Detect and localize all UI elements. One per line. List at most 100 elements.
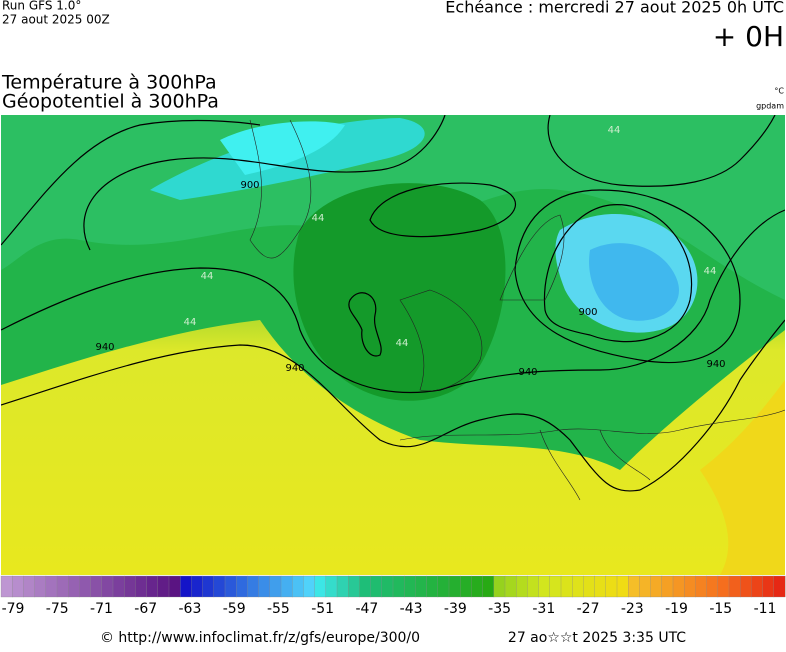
color-swatch (236, 575, 248, 598)
scale-label: -43 (400, 601, 423, 617)
contour (369, 182, 517, 238)
color-swatch (740, 575, 752, 598)
color-swatch (628, 575, 640, 598)
field-warm (700, 380, 785, 575)
color-swatch (280, 575, 293, 598)
color-swatch (247, 575, 260, 598)
scale-label: -31 (532, 601, 555, 617)
color-swatch (560, 575, 573, 598)
color-swatch (616, 575, 629, 598)
color-swatch (650, 575, 663, 598)
color-swatch (381, 575, 394, 598)
color-swatch (762, 575, 775, 598)
scale-label: -27 (577, 601, 600, 617)
contour-label: 44 (396, 338, 409, 349)
color-swatch (370, 575, 383, 598)
footer-generated: 27 ao☆☆t 2025 3:35 UTC (508, 630, 686, 646)
color-swatch (538, 575, 551, 598)
color-swatch (314, 575, 327, 598)
color-swatch (594, 575, 607, 598)
scale-label: -55 (267, 601, 290, 617)
color-swatch (706, 575, 719, 598)
echeance: Echéance : mercredi 27 aout 2025 0h UTC (445, 0, 784, 17)
color-swatch (56, 575, 69, 598)
coastline (399, 409, 785, 441)
scale-label: -63 (179, 601, 202, 617)
field-dark (293, 183, 506, 401)
run-date: 27 aout 2025 00Z (2, 13, 110, 27)
lead-time: + 0H (713, 20, 784, 53)
color-swatch (773, 575, 786, 598)
color-swatch (728, 575, 741, 598)
scale-label: -35 (488, 601, 511, 617)
color-swatch (460, 575, 472, 598)
color-swatch (101, 575, 114, 598)
color-swatch (202, 575, 215, 598)
contour (1, 119, 261, 246)
run-label: Run GFS 1.0° (2, 0, 81, 13)
color-swatch (79, 575, 92, 598)
color-swatch (527, 575, 540, 598)
scale-label: -23 (621, 601, 644, 617)
color-swatch (605, 575, 618, 598)
color-swatch (695, 575, 708, 598)
color-swatch (336, 575, 349, 598)
color-swatch (112, 575, 125, 598)
scale-label: -79 (2, 601, 25, 617)
contour-label: 940 (95, 342, 114, 353)
colorbar: -79 -75 -71 -67 -63 -59 -55 -51 -47 -43 -39 -35 -31 -… (0, 575, 786, 617)
color-swatch (516, 575, 528, 598)
color-swatch (392, 575, 405, 598)
scale-label: -59 (223, 601, 246, 617)
coastline (499, 214, 565, 301)
color-swatch (0, 575, 13, 598)
contour-label: 44 (704, 266, 717, 277)
color-swatch (34, 575, 47, 598)
color-swatch (12, 575, 24, 598)
color-swatch (45, 575, 58, 598)
contour (83, 115, 446, 251)
color-swatch (549, 575, 562, 598)
contour-label: 900 (578, 307, 597, 318)
color-swatch (90, 575, 103, 598)
contour (547, 115, 776, 187)
scale-label: -47 (355, 601, 378, 617)
footer-source: © http://www.infoclimat.fr/z/gfs/europe/… (100, 630, 420, 646)
color-swatch (292, 575, 304, 598)
coastline (399, 289, 483, 392)
scale-label: -19 (665, 601, 688, 617)
scale-label: -51 (311, 601, 334, 617)
color-swatch (448, 575, 461, 598)
color-swatch (572, 575, 584, 598)
field-yellow (1, 320, 785, 575)
contour-label: 44 (608, 125, 621, 136)
scale-label: -39 (444, 601, 467, 617)
color-swatch (661, 575, 674, 598)
color-swatch (269, 575, 282, 598)
map: 900 940 940 940 940 900 44 44 44 44 44 44 (1, 115, 785, 575)
color-swatch (258, 575, 271, 598)
color-swatch (124, 575, 136, 598)
color-swatch (303, 575, 316, 598)
color-swatch (751, 575, 764, 598)
coastline (249, 119, 312, 259)
scale-label: -11 (754, 601, 777, 617)
contour-label: 940 (285, 363, 304, 374)
color-swatch (146, 575, 159, 598)
color-swatch (325, 575, 338, 598)
contour-label: 900 (240, 180, 259, 191)
color-swatch (504, 575, 517, 598)
color-swatch (180, 575, 192, 598)
unit-geo: gpdam (756, 102, 784, 111)
scale-label: -15 (709, 601, 732, 617)
scale-label: -71 (90, 601, 113, 617)
color-swatch (157, 575, 170, 598)
color-swatch (191, 575, 204, 598)
title-temp: Température à 300hPa (1, 72, 217, 94)
coastlines (249, 119, 785, 501)
color-swatch (426, 575, 439, 598)
contour (348, 292, 382, 357)
color-swatch (23, 575, 36, 598)
color-swatch (348, 575, 360, 598)
color-swatch (583, 575, 596, 598)
